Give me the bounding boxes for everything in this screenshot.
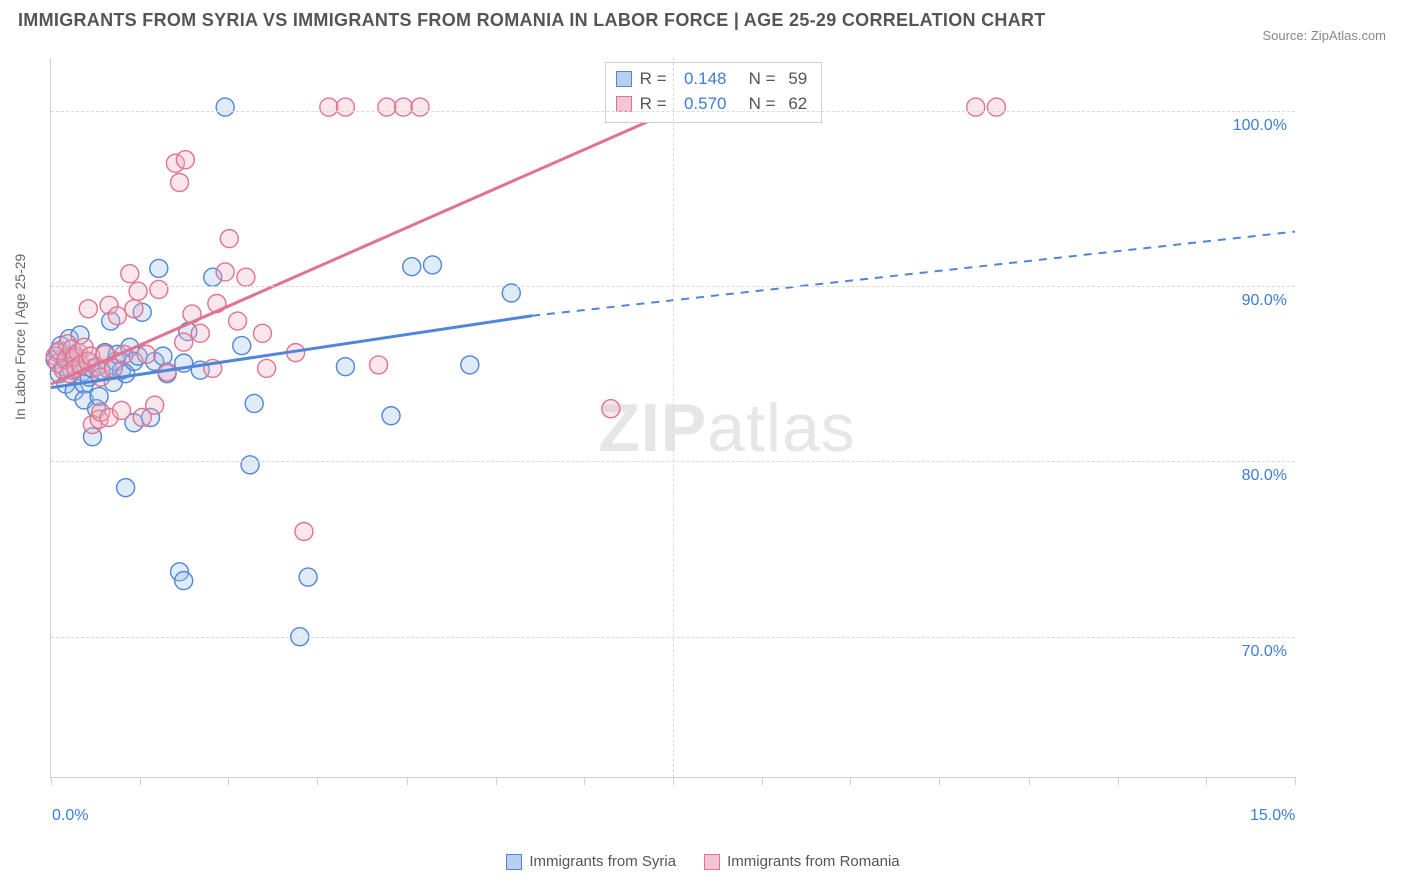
stats-swatch-romania <box>616 96 632 112</box>
x-tick-label: 0.0% <box>52 807 88 825</box>
stats-box: R = 0.148 N = 59 R = 0.570 N = 62 <box>605 62 823 123</box>
chart-title: IMMIGRANTS FROM SYRIA VS IMMIGRANTS FROM… <box>18 10 1046 31</box>
stats-n-syria: 59 <box>788 67 807 92</box>
stats-text: R = <box>640 67 676 92</box>
x-tick <box>407 777 408 785</box>
stats-text: R = <box>640 92 676 117</box>
legend-label: Immigrants from Syria <box>529 853 676 870</box>
y-tick-label: 70.0% <box>1242 643 1287 661</box>
x-tick-label: 15.0% <box>1250 807 1295 825</box>
vgrid <box>673 58 674 777</box>
legend-label: Immigrants from Romania <box>727 853 900 870</box>
x-tick <box>1029 777 1030 785</box>
stats-row-romania: R = 0.570 N = 62 <box>616 92 808 117</box>
legend-swatch-romania <box>704 854 720 870</box>
x-tick <box>850 777 851 785</box>
x-tick <box>317 777 318 785</box>
stats-r-syria: 0.148 <box>684 67 727 92</box>
stats-n-romania: 62 <box>788 92 807 117</box>
x-tick <box>762 777 763 785</box>
legend-bottom: Immigrants from Syria Immigrants from Ro… <box>0 853 1406 870</box>
x-tick <box>1118 777 1119 785</box>
legend-item-romania: Immigrants from Romania <box>704 853 900 870</box>
x-tick <box>51 777 52 785</box>
y-tick-label: 100.0% <box>1233 117 1287 135</box>
legend-item-syria: Immigrants from Syria <box>506 853 676 870</box>
x-tick <box>140 777 141 785</box>
stats-text: N = <box>735 67 781 92</box>
x-tick <box>584 777 585 785</box>
x-tick <box>1206 777 1207 785</box>
stats-r-romania: 0.570 <box>684 92 727 117</box>
x-tick <box>496 777 497 785</box>
source-attribution: Source: ZipAtlas.com <box>1262 28 1386 43</box>
stats-swatch-syria <box>616 71 632 87</box>
legend-swatch-syria <box>506 854 522 870</box>
y-tick-label: 90.0% <box>1242 292 1287 310</box>
x-tick <box>939 777 940 785</box>
x-tick <box>1295 777 1296 785</box>
y-axis-title: In Labor Force | Age 25-29 <box>12 254 28 420</box>
plot-area: ZIPatlas R = 0.148 N = 59 R = 0.570 N = … <box>50 58 1295 778</box>
stats-text: N = <box>735 92 781 117</box>
x-tick <box>673 777 674 785</box>
x-tick <box>228 777 229 785</box>
y-tick-label: 80.0% <box>1242 467 1287 485</box>
stats-row-syria: R = 0.148 N = 59 <box>616 67 808 92</box>
